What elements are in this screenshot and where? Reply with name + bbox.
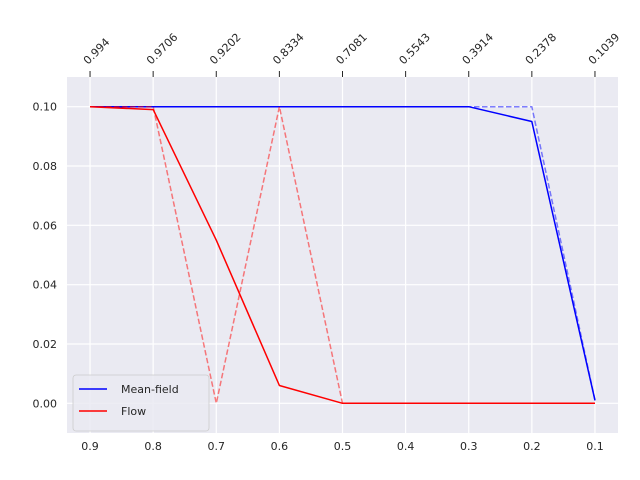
top-tick-label: 0.2378 <box>523 31 559 67</box>
x-tick-label: 0.8 <box>144 440 162 453</box>
x-tick-label: 0.1 <box>586 440 604 453</box>
top-tick-label: 0.994 <box>81 36 112 67</box>
y-tick-label: 0.06 <box>33 219 58 232</box>
x-tick-label: 0.9 <box>81 440 99 453</box>
y-tick-label: 0.08 <box>33 160 58 173</box>
top-tick-label: 0.7081 <box>333 31 369 67</box>
x-axis-ticks: 0.9 0.8 0.7 0.6 0.5 0.4 0.3 0.2 0.1 <box>81 440 603 453</box>
x-tick-label: 0.2 <box>523 440 541 453</box>
y-axis-ticks: 0.00 0.02 0.04 0.06 0.08 0.10 <box>33 101 58 411</box>
y-tick-label: 0.04 <box>33 279 58 292</box>
top-axis-ticks: 0.994 0.9706 0.9202 0.8334 0.7081 0.5543 0.391… <box>81 31 622 77</box>
top-tick-label: 0.9706 <box>144 31 180 67</box>
top-tick-label: 0.5543 <box>397 31 433 67</box>
legend-label: Flow <box>121 405 146 418</box>
x-tick-label: 0.7 <box>208 440 226 453</box>
series-line-3 <box>90 105 595 405</box>
top-tick-label: 0.1039 <box>586 31 622 67</box>
x-tick-label: 0.5 <box>334 440 352 453</box>
x-tick-label: 0.4 <box>397 440 415 453</box>
x-tick-label: 0.6 <box>271 440 289 453</box>
series-layer <box>89 105 596 405</box>
legend-label: Mean-field <box>121 383 179 396</box>
series-line-1 <box>90 105 596 401</box>
top-tick-label: 0.9202 <box>207 31 243 67</box>
top-tick-label: 0.3914 <box>460 31 496 67</box>
legend: Mean-field Flow <box>72 374 210 432</box>
y-tick-label: 0.10 <box>33 101 58 114</box>
y-tick-label: 0.02 <box>33 338 58 351</box>
x-tick-label: 0.3 <box>460 440 478 453</box>
y-tick-label: 0.00 <box>33 397 58 410</box>
top-tick-label: 0.8334 <box>270 31 306 67</box>
